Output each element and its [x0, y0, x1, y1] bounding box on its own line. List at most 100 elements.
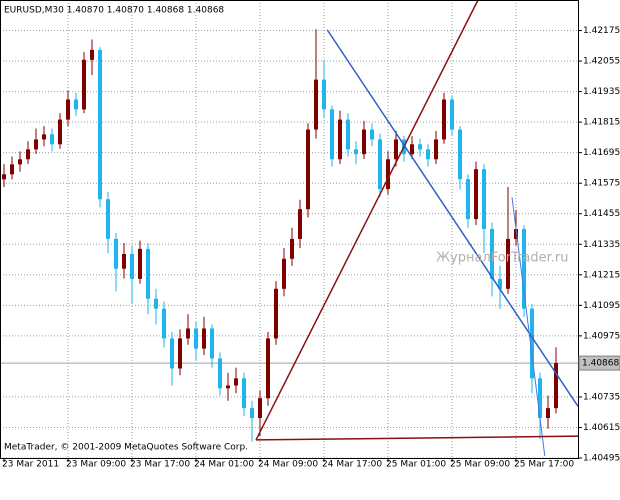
candle-body	[162, 308, 166, 339]
watermark: ЖурналForTrader.ru	[436, 251, 569, 266]
candle-body	[98, 49, 102, 200]
candle-body	[474, 169, 478, 220]
y-tick-label: 1.41455	[583, 209, 620, 219]
candle-body	[130, 253, 134, 279]
copyright: MetaTrader, © 2001-2009 MetaQuotes Softw…	[4, 443, 248, 453]
x-tick-label: 23 Mar 09:00	[66, 460, 126, 470]
y-tick-label: 1.40615	[583, 423, 620, 433]
candle-body	[258, 398, 262, 419]
candle-body	[514, 229, 518, 239]
y-tick-label: 1.42175	[583, 26, 620, 36]
candle-body	[138, 248, 142, 279]
candle-body	[434, 139, 438, 160]
y-tick-label: 1.41575	[583, 179, 620, 189]
y-tick-label: 1.41095	[583, 301, 620, 311]
y-tick-label: 1.42055	[583, 57, 620, 67]
candle-body	[50, 134, 54, 145]
y-tick-label: 1.41695	[583, 148, 620, 158]
x-tick-label: 25 Mar 01:00	[386, 460, 446, 470]
candle-body	[266, 338, 270, 399]
candle-body	[442, 99, 446, 140]
candle-body	[538, 378, 542, 419]
candle-body	[346, 119, 350, 150]
candle-body	[466, 179, 470, 220]
x-tick-label: 24 Mar 09:00	[258, 460, 318, 470]
candle-body	[114, 238, 118, 269]
candle-body	[18, 159, 22, 165]
plot-border	[0, 0, 579, 459]
candle-body	[386, 159, 390, 190]
candle-body	[306, 129, 310, 210]
candle-body	[354, 149, 358, 155]
current-price-box	[578, 355, 620, 371]
y-tick-label: 1.40735	[583, 392, 620, 402]
trendline	[326, 29, 578, 407]
chart-title: EURUSD,M30 1.40870 1.40870 1.40868 1.408…	[4, 6, 224, 16]
candle-body	[74, 99, 78, 110]
candle-body	[410, 144, 414, 155]
trendline	[511, 197, 546, 457]
plot-area	[0, 0, 578, 458]
candle-body	[370, 129, 374, 140]
candle-body	[298, 209, 302, 239]
candle-body	[242, 378, 246, 409]
candle-body	[482, 169, 486, 229]
y-tick-label: 1.41815	[583, 118, 620, 128]
candle-body	[522, 229, 526, 309]
candle-body	[250, 408, 254, 419]
y-tick-label: 1.40975	[583, 331, 620, 341]
candle-body	[546, 408, 550, 419]
candle-body	[226, 385, 230, 389]
candle-body	[82, 59, 86, 110]
current-price-label: 1.40868	[582, 359, 619, 369]
candle-body	[330, 109, 334, 160]
x-tick-label: 25 Mar 09:00	[450, 460, 510, 470]
x-tick-label: 23 Mar 17:00	[130, 460, 190, 470]
candle-body	[450, 99, 454, 130]
y-tick-label: 1.41335	[583, 240, 620, 250]
candle-body	[314, 79, 318, 130]
candle-body	[362, 129, 366, 155]
candle-body	[90, 49, 94, 60]
x-tick-label: 23 Mar 2011	[2, 460, 59, 470]
trendline	[255, 435, 578, 441]
candle-body	[26, 149, 30, 160]
candle-body	[34, 139, 38, 150]
candle-body	[282, 258, 286, 289]
candle-body	[58, 119, 62, 145]
candle-body	[234, 378, 238, 386]
candle-body	[218, 358, 222, 389]
x-tick-label: 25 Mar 17:00	[514, 460, 574, 470]
candle-body	[194, 328, 198, 349]
candle-body	[498, 278, 502, 289]
y-tick-label: 1.41935	[583, 87, 620, 97]
x-tick-label: 24 Mar 17:00	[322, 460, 382, 470]
candle-body	[378, 139, 382, 190]
candle-body	[394, 139, 398, 160]
x-tick-label: 24 Mar 01:00	[194, 460, 254, 470]
trendline	[255, 0, 479, 441]
candle-body	[202, 328, 206, 349]
y-tick-label: 1.41215	[583, 270, 620, 280]
candle-body	[490, 229, 494, 279]
candle-body	[66, 99, 70, 120]
candle-body	[530, 308, 534, 379]
candle-body	[178, 338, 182, 369]
candle-body	[458, 129, 462, 180]
candle-body	[154, 298, 158, 309]
candle-body	[122, 253, 126, 269]
candle-body	[146, 248, 150, 299]
candle-body	[2, 174, 6, 180]
candle-body	[426, 149, 430, 160]
candle-body	[10, 164, 14, 175]
candle-body	[418, 144, 422, 150]
candle-body	[554, 363, 558, 409]
candle-body	[274, 288, 278, 339]
candle-body	[338, 119, 342, 160]
candle-body	[42, 134, 46, 140]
candle-body	[186, 328, 190, 339]
candle-body	[290, 238, 294, 259]
candle-body	[506, 238, 510, 289]
